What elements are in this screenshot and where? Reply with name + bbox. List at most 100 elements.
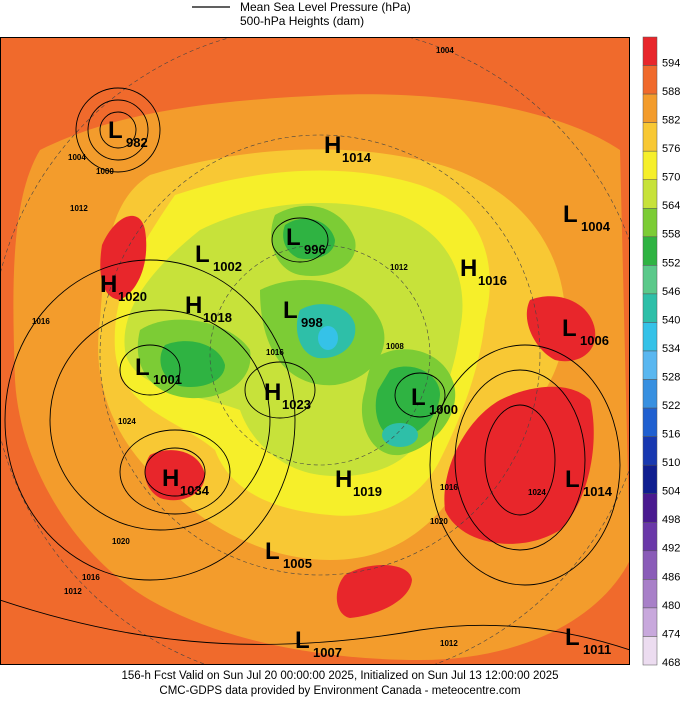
legend-fill-label: 500-hPa Heights (dam) [240, 14, 364, 28]
center-letter: L [295, 627, 310, 654]
colorbar-cell [642, 36, 658, 66]
isobar-label: 1012 [64, 587, 82, 596]
isobar-label: 1008 [386, 342, 404, 351]
height-field [144, 450, 205, 501]
colorbar-cell [642, 579, 658, 609]
center-value: 996 [304, 242, 326, 257]
colorbar-label: 564 [662, 200, 680, 212]
colorbar-label: 552 [662, 257, 680, 269]
center-letter: H [264, 379, 281, 406]
center-value: 1023 [282, 397, 311, 412]
center-letter: L [562, 315, 577, 342]
colorbar-label: 522 [662, 400, 680, 412]
colorbar-label: 528 [662, 371, 680, 383]
colorbar-cell [642, 150, 658, 180]
colorbar-cell [642, 236, 658, 266]
colorbar: 594 588 582 576 570 564 558 552 546 540 534 528 522 5… [642, 36, 680, 669]
colorbar-label: 588 [662, 86, 680, 98]
colorbar-cell [642, 407, 658, 437]
isobar-label: 1012 [70, 204, 88, 213]
colorbar-label: 510 [662, 457, 680, 469]
center-value: 1020 [118, 289, 147, 304]
isobar-label: 1024 [528, 488, 546, 497]
height-field [444, 386, 594, 544]
center-letter: L [563, 201, 578, 228]
center-value: 1016 [478, 273, 507, 288]
isobar-label: 1024 [118, 417, 136, 426]
isobar-label: 1020 [430, 517, 448, 526]
isobar-label: 1004 [68, 153, 86, 162]
center-value: 1004 [581, 219, 611, 234]
center-letter: H [460, 255, 477, 282]
footer-line: CMC-GDPS data provided by Environment Ca… [159, 685, 520, 697]
colorbar-cell [642, 436, 658, 466]
colorbar-label: 594 [662, 57, 680, 69]
center-value: 998 [301, 315, 323, 330]
colorbar-label: 534 [662, 343, 680, 355]
isobar-label: 1016 [266, 348, 284, 357]
colorbar-cell [642, 208, 658, 238]
isobar-label: 1012 [440, 639, 458, 648]
colorbar-cell [642, 636, 658, 666]
colorbar-cell [642, 322, 658, 352]
center-letter: L [108, 117, 123, 144]
colorbar-label: 576 [662, 143, 680, 155]
height-field [160, 341, 225, 388]
center-value: 1011 [583, 642, 611, 657]
center-value: 1014 [583, 484, 613, 499]
center-letter: L [195, 241, 210, 268]
height-field [382, 423, 418, 447]
height-field [283, 218, 335, 260]
center-value: 1019 [353, 484, 382, 499]
isobar-label: 1012 [390, 263, 408, 272]
colorbar-label: 468 [662, 657, 680, 669]
center-letter: L [265, 538, 280, 565]
colorbar-cell [642, 607, 658, 637]
colorbar-label: 504 [662, 486, 680, 498]
colorbar-label: 558 [662, 229, 680, 241]
isobar-label: 1020 [112, 537, 130, 546]
isobar-label: 1016 [440, 483, 458, 492]
center-letter: L [565, 624, 580, 651]
colorbar-cell [642, 65, 658, 95]
colorbar-label: 546 [662, 286, 680, 298]
legend-line-label: Mean Sea Level Pressure (hPa) [240, 0, 411, 14]
isobar-label: 1016 [32, 317, 50, 326]
colorbar-cell [642, 350, 658, 380]
colorbar-cell [642, 550, 658, 580]
center-letter: L [565, 466, 580, 493]
colorbar-label: 480 [662, 600, 680, 612]
colorbar-cell [642, 293, 658, 323]
center-letter: L [283, 297, 298, 324]
colorbar-cell [642, 93, 658, 123]
center-value: 1006 [580, 333, 609, 348]
colorbar-cell [642, 122, 658, 152]
footer-line: 156-h Fcst Valid on Sun Jul 20 00:00:00 … [121, 670, 558, 682]
colorbar-cell [642, 493, 658, 523]
height-field [526, 296, 596, 362]
colorbar-cell [642, 379, 658, 409]
center-letter: H [162, 465, 179, 492]
colorbar-cell [642, 265, 658, 295]
center-letter: H [185, 292, 202, 319]
colorbar-label: 516 [662, 429, 680, 441]
colorbar-label: 486 [662, 571, 680, 583]
isobar-label: 1000 [96, 167, 114, 176]
height-field [375, 366, 440, 438]
colorbar-label: 474 [662, 628, 680, 640]
height-field [336, 564, 412, 618]
center-letter: H [100, 271, 117, 298]
center-value: 1002 [213, 259, 242, 274]
colorbar-label: 498 [662, 514, 680, 526]
colorbar-cell [642, 179, 658, 209]
isobar-label: 1016 [82, 573, 100, 582]
isobar-label: 1004 [436, 46, 454, 55]
center-value: 1001 [153, 372, 182, 387]
colorbar-cell [642, 464, 658, 494]
height-field [318, 326, 338, 350]
colorbar-label: 492 [662, 543, 680, 555]
center-value: 1014 [342, 150, 372, 165]
colorbar-label: 540 [662, 314, 680, 326]
